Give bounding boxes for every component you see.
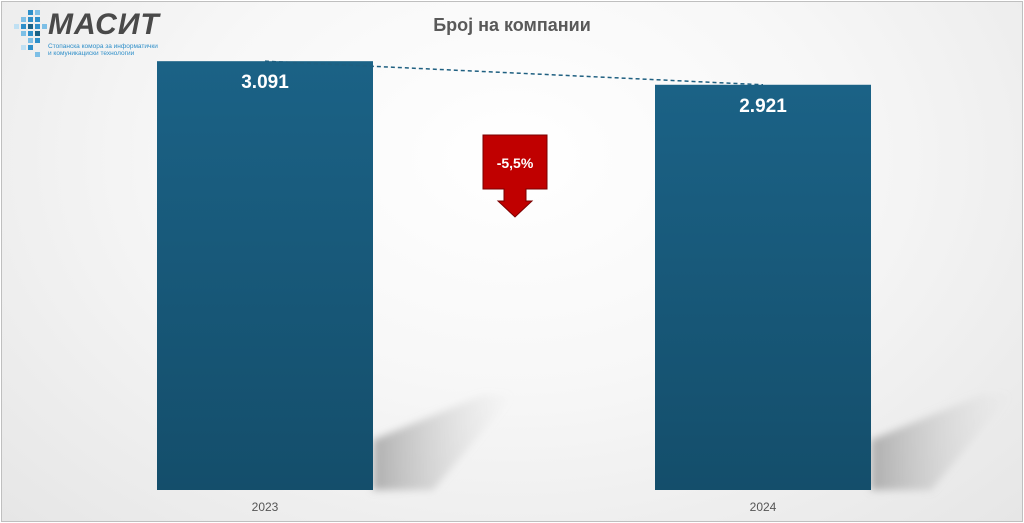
logo-mark-icon <box>14 10 47 57</box>
bars-group <box>157 61 871 491</box>
labels-group: 3.091 2023 2.921 2024 <box>241 72 787 514</box>
bar-2024 <box>655 84 871 491</box>
value-label-2024: 2.921 <box>739 96 787 117</box>
bar-2023 <box>157 61 373 490</box>
trend-line <box>264 60 764 86</box>
logo-wordmark: МАСИТ <box>48 8 160 41</box>
x-tick-label-2023: 2023 <box>252 500 279 514</box>
logo-tagline-2: и комуникациски технологии <box>48 50 135 57</box>
value-label-2023: 3.091 <box>241 72 289 93</box>
change-label: -5,5% <box>497 155 534 171</box>
logo-tagline-1: Стопанска комора за информатички <box>48 43 158 50</box>
chart-title: Број на компании <box>433 15 591 35</box>
change-badge: -5,5% <box>482 134 548 218</box>
bar-shadow <box>871 395 1011 490</box>
bar-shadows <box>373 395 1011 490</box>
x-tick-label-2024: 2024 <box>750 500 777 514</box>
masit-logo: МАСИТ Стопанска комора за информатички и… <box>12 8 202 60</box>
down-arrow-icon <box>482 134 548 218</box>
bar-shadow <box>373 395 513 490</box>
